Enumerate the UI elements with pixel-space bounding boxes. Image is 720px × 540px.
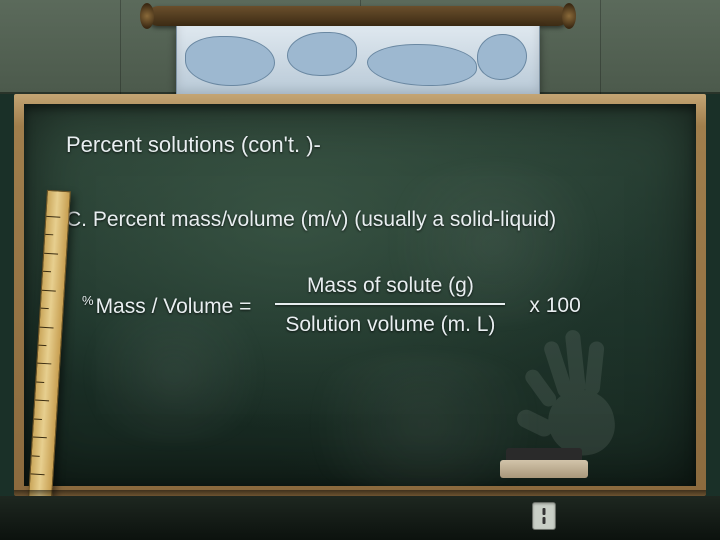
slide-content: Percent solutions (con't. )- C. Percent …	[24, 104, 696, 486]
chalkboard-frame: Percent solutions (con't. )- C. Percent …	[14, 94, 706, 496]
percent-symbol: %	[82, 293, 94, 308]
formula-fraction: Mass of solute (g) Solution volume (m. L…	[275, 272, 505, 340]
pull-down-map	[148, 6, 568, 98]
formula: %Mass / Volume = Mass of solute (g) Solu…	[82, 272, 684, 340]
slide-subtitle: C. Percent mass/volume (m/v) (usually a …	[66, 208, 556, 232]
formula-lhs: %Mass / Volume =	[82, 293, 251, 319]
formula-multiplier: x 100	[529, 294, 580, 318]
chalkboard: Percent solutions (con't. )- C. Percent …	[24, 104, 696, 486]
wall-outlet	[532, 502, 556, 530]
classroom-floor	[0, 496, 720, 540]
slide-title: Percent solutions (con't. )-	[66, 132, 321, 158]
fraction-line	[275, 303, 505, 305]
chalk-eraser	[500, 448, 588, 478]
fraction-denominator: Solution volume (m. L)	[285, 311, 495, 339]
fraction-numerator: Mass of solute (g)	[307, 272, 474, 300]
lhs-text: Mass / Volume =	[96, 295, 252, 318]
